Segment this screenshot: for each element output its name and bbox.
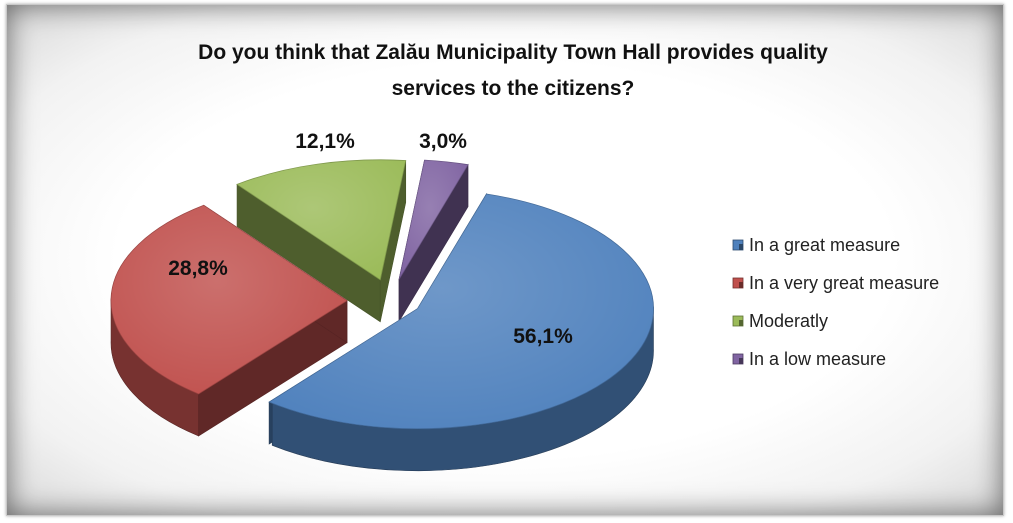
slice-highlight bbox=[399, 160, 469, 280]
legend-swatch-shade bbox=[739, 320, 743, 326]
pie-chart: Do you think that Zalău Municipality Tow… bbox=[110, 41, 939, 472]
legend-label: In a very great measure bbox=[749, 273, 939, 293]
pie-slice-in-a-very-great-measure bbox=[110, 204, 348, 437]
data-label-1: 56,1% bbox=[513, 325, 573, 348]
legend-item-3: Moderatly bbox=[732, 311, 828, 331]
legend-swatch-shade bbox=[739, 358, 743, 364]
legend-swatch-shade bbox=[739, 244, 743, 250]
legend-swatch-shade bbox=[739, 282, 743, 288]
chart-title-line-1: Do you think that Zalău Municipality Tow… bbox=[198, 41, 828, 64]
data-labels: 56,1% 28,8% 12,1% 3,0% bbox=[168, 130, 573, 348]
chart-frame: Do you think that Zalău Municipality Tow… bbox=[6, 4, 1004, 516]
legend-item-2: In a very great measure bbox=[732, 273, 939, 293]
pie-slice-in-a-low-measure bbox=[398, 159, 469, 323]
legend-label: Moderatly bbox=[749, 311, 828, 331]
data-label-2: 28,8% bbox=[168, 257, 228, 280]
legend-label: In a great measure bbox=[749, 235, 900, 255]
pie-slice-moderatly bbox=[236, 159, 407, 323]
pie-slices bbox=[110, 159, 654, 472]
slice-highlight bbox=[111, 205, 348, 394]
chart-title-line-2: services to the citizens? bbox=[392, 77, 635, 100]
legend-item-4: In a low measure bbox=[732, 349, 886, 369]
data-label-4: 3,0% bbox=[419, 130, 467, 153]
pie-slice-in-a-great-measure bbox=[268, 192, 654, 472]
legend-label: In a low measure bbox=[749, 349, 886, 369]
legend-item-1: In a great measure bbox=[732, 235, 900, 255]
legend: In a great measure In a very great measur… bbox=[732, 235, 939, 369]
data-label-3: 12,1% bbox=[295, 130, 355, 153]
slice-highlight bbox=[269, 193, 654, 429]
slice-highlight bbox=[237, 159, 406, 280]
